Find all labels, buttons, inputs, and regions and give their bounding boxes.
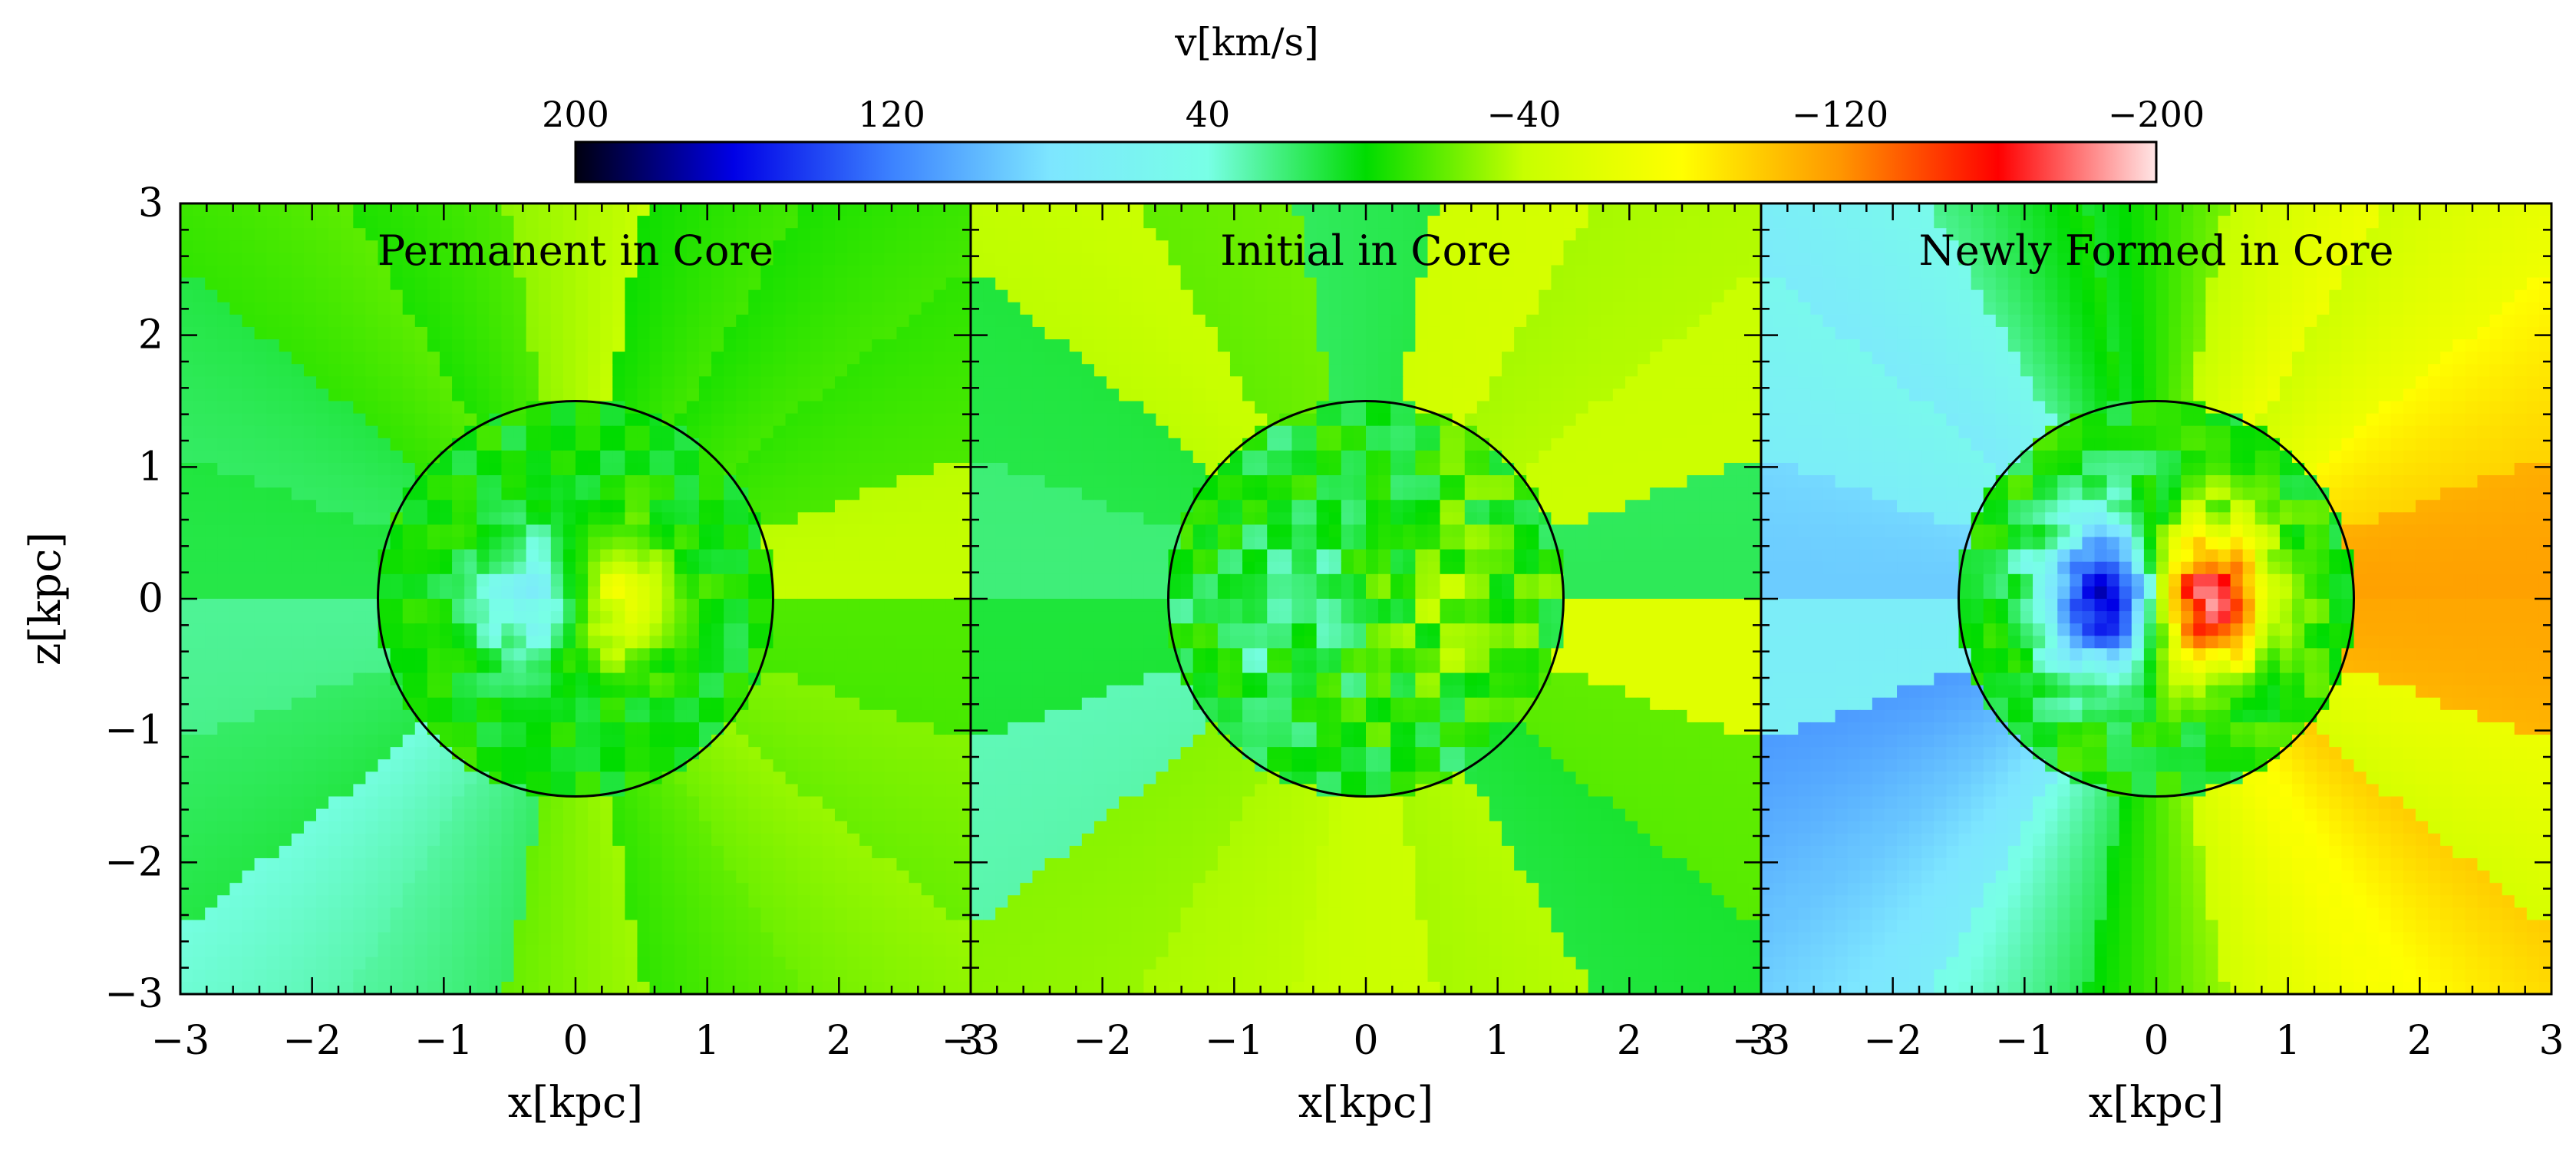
y-tick-labels: 3 2 1 0 −1 −2 −3 — [104, 180, 163, 1017]
colorbar: v[km/s] 200 120 40 −40 −120 −200 — [542, 20, 2205, 183]
x-tick-label: −1 — [1205, 1018, 1264, 1064]
velocity-map — [1761, 203, 2551, 994]
x-tick-label: 1 — [2275, 1018, 2301, 1064]
x-tick-label: 2 — [1617, 1018, 1642, 1064]
core-circle — [1167, 400, 1565, 798]
colorbar-tick-label: 120 — [858, 94, 925, 135]
colorbar-tick-label: 40 — [1186, 94, 1231, 135]
y-tick-label: 1 — [138, 444, 163, 490]
y-tick-label: −3 — [104, 971, 163, 1017]
panel-title: Permanent in Core — [378, 226, 773, 275]
core-circle — [1958, 400, 2355, 798]
x-tick-label: −2 — [1073, 1018, 1132, 1064]
x-tick-label: 2 — [826, 1018, 852, 1064]
panel-3: Newly Formed in Core — [1760, 202, 2553, 996]
x-tick-label: 0 — [2143, 1018, 2169, 1064]
x-tick-label: −3 — [942, 1018, 1001, 1064]
y-tick-label: 0 — [138, 576, 163, 622]
colorbar-tick-label: 200 — [542, 94, 609, 135]
axis-ticks — [1760, 202, 2553, 996]
y-tick-label: 2 — [138, 312, 163, 358]
x-axis-label-2: x[kpc] — [1298, 1078, 1433, 1128]
colorbar-label: v[km/s] — [1174, 20, 1318, 64]
x-tick-label: 0 — [1353, 1018, 1378, 1064]
colorbar-tick-label: −40 — [1486, 94, 1561, 135]
colorbar-tick-labels: 200 120 40 −40 −120 −200 — [542, 94, 2205, 135]
y-tick-label: −1 — [104, 708, 163, 754]
x-tick-label: −2 — [282, 1018, 341, 1064]
velocity-map — [971, 203, 1761, 994]
x-tick-label: 1 — [1485, 1018, 1510, 1064]
x-tick-label: −2 — [1863, 1018, 1922, 1064]
x-tick-label: 3 — [1748, 1018, 1773, 1064]
colorbar-tick-label: −200 — [2108, 94, 2205, 135]
x-axis-labels: x[kpc] x[kpc] x[kpc] — [508, 1078, 2224, 1128]
x-tick-label: 1 — [694, 1018, 720, 1064]
panel-title: Newly Formed in Core — [1919, 226, 2394, 275]
panel-1: Permanent in Core — [179, 202, 972, 996]
axis-ticks — [969, 202, 1763, 996]
x-tick-label: −1 — [1995, 1018, 2054, 1064]
y-axis-label: z[kpc] — [21, 532, 71, 666]
colorbar-tick-label: −120 — [1792, 94, 1888, 135]
x-tick-label: 3 — [958, 1018, 983, 1064]
x-tick-label: −3 — [151, 1018, 210, 1064]
panels: Permanent in Core Initial in Core Newly Fo… — [179, 202, 2553, 996]
x-tick-labels: −3 −2 −1 0 1 2 3−3 −2 −1 0 1 2 3−3 −2 −1 0 1 2 3 — [151, 1018, 2564, 1064]
x-tick-label: −3 — [1732, 1018, 1791, 1064]
x-axis-label-3: x[kpc] — [2089, 1078, 2224, 1128]
y-tick-label: −2 — [104, 839, 163, 885]
x-axis-label-1: x[kpc] — [508, 1078, 643, 1128]
colorbar-bar — [574, 140, 2158, 183]
x-tick-label: 3 — [2538, 1018, 2564, 1064]
panel-title: Initial in Core — [1220, 226, 1512, 275]
x-tick-label: 2 — [2407, 1018, 2433, 1064]
y-tick-label: 3 — [138, 180, 163, 226]
x-tick-label: 0 — [562, 1018, 588, 1064]
x-tick-label: −1 — [414, 1018, 473, 1064]
panel-2: Initial in Core — [969, 202, 1763, 996]
velocity-map — [180, 203, 971, 994]
core-circle — [377, 400, 774, 798]
y-axis: z[kpc] 3 2 1 0 −1 −2 −3 — [21, 180, 163, 1017]
